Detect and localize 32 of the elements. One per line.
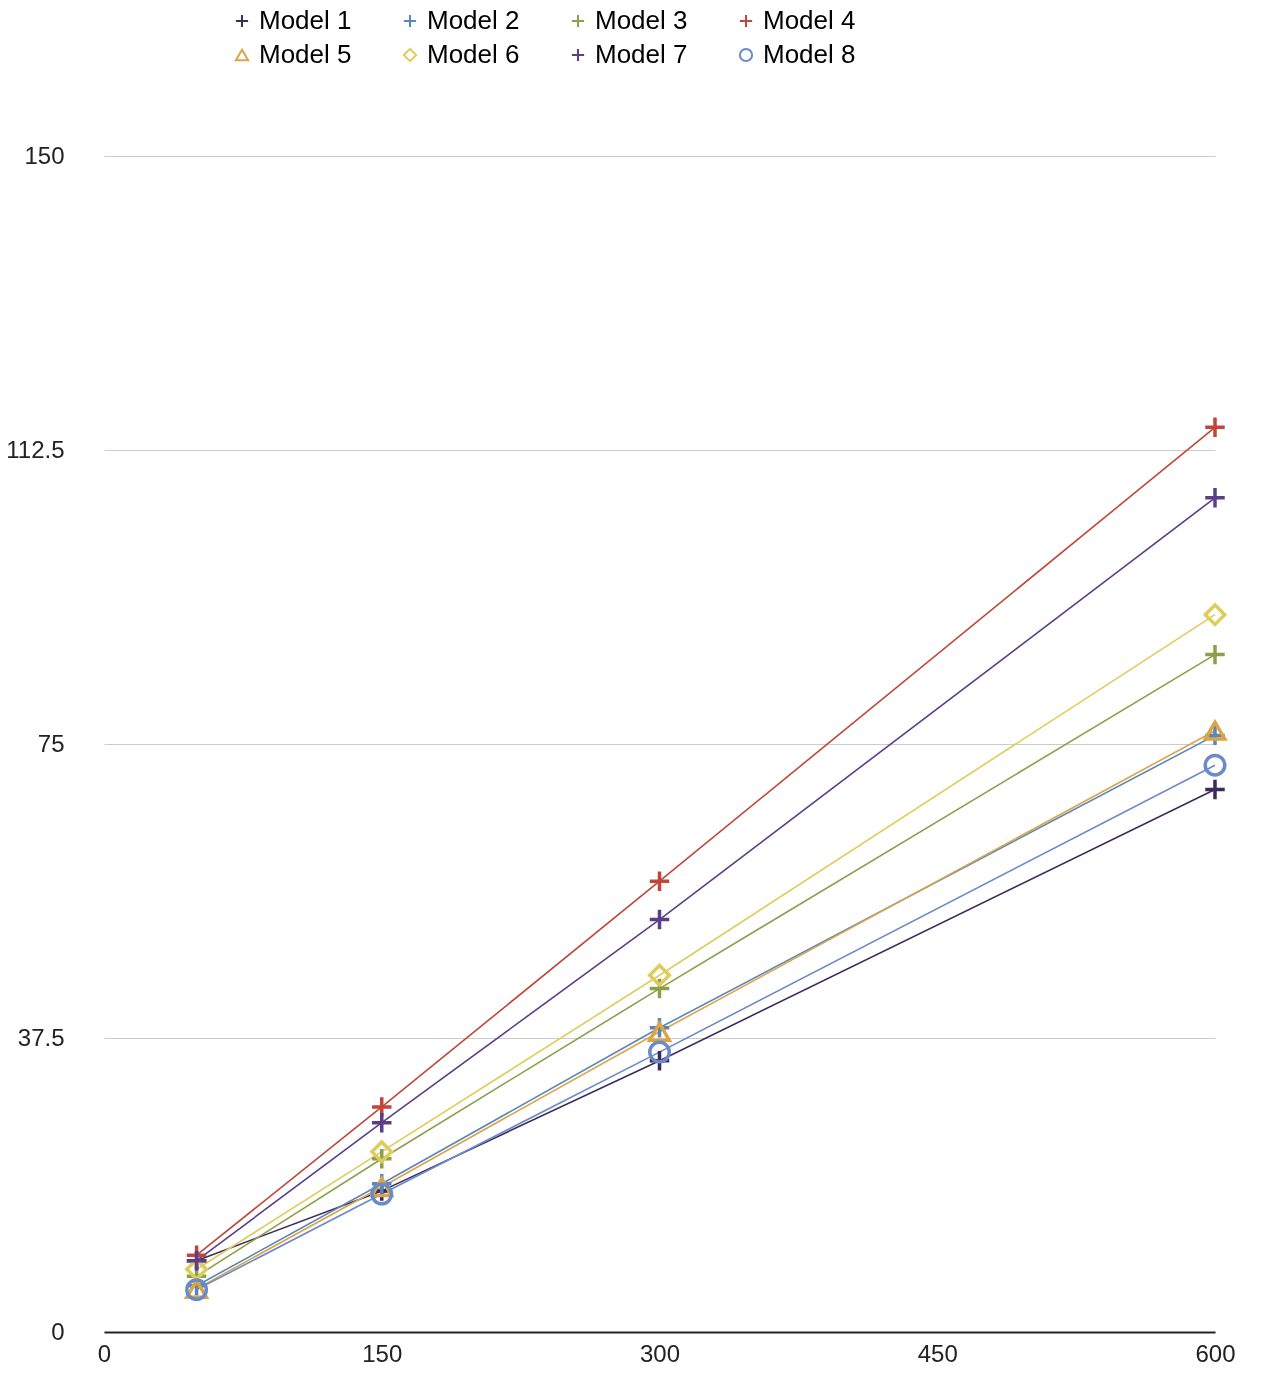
x-tick-label: 300 <box>639 1339 681 1367</box>
point <box>648 1040 671 1064</box>
legend-label: Model 6 <box>427 39 520 69</box>
point <box>370 1111 394 1135</box>
y-tick-label: 75 <box>37 729 65 757</box>
point <box>1203 603 1227 627</box>
legend-label: Model 7 <box>595 39 688 69</box>
point <box>370 1140 394 1164</box>
point <box>1203 486 1227 510</box>
x-tick-label: 150 <box>362 1339 403 1367</box>
point <box>1203 643 1227 667</box>
point <box>1203 415 1227 439</box>
x-tick-label: 450 <box>917 1339 958 1367</box>
y-tick-label: 0 <box>51 1317 65 1345</box>
point <box>1203 720 1227 741</box>
point <box>1203 777 1227 801</box>
y-tick-label: 37.5 <box>17 1023 65 1051</box>
x-tick-label: 0 <box>97 1339 112 1367</box>
legend-label: Model 2 <box>427 5 520 35</box>
x-tick-label: 600 <box>1195 1339 1236 1367</box>
point <box>648 908 671 932</box>
point <box>648 1021 671 1042</box>
legend-label: Model 4 <box>763 5 856 35</box>
legend-label: Model 3 <box>595 5 688 35</box>
y-tick-label: 112.5 <box>6 435 65 463</box>
y-tick-label: 150 <box>24 141 65 169</box>
point <box>1203 753 1227 777</box>
point <box>648 963 671 987</box>
point <box>648 869 671 893</box>
legend-label: Model 8 <box>763 39 856 69</box>
legend-label: Model 1 <box>259 5 352 35</box>
legend-label: Model 5 <box>259 39 352 69</box>
